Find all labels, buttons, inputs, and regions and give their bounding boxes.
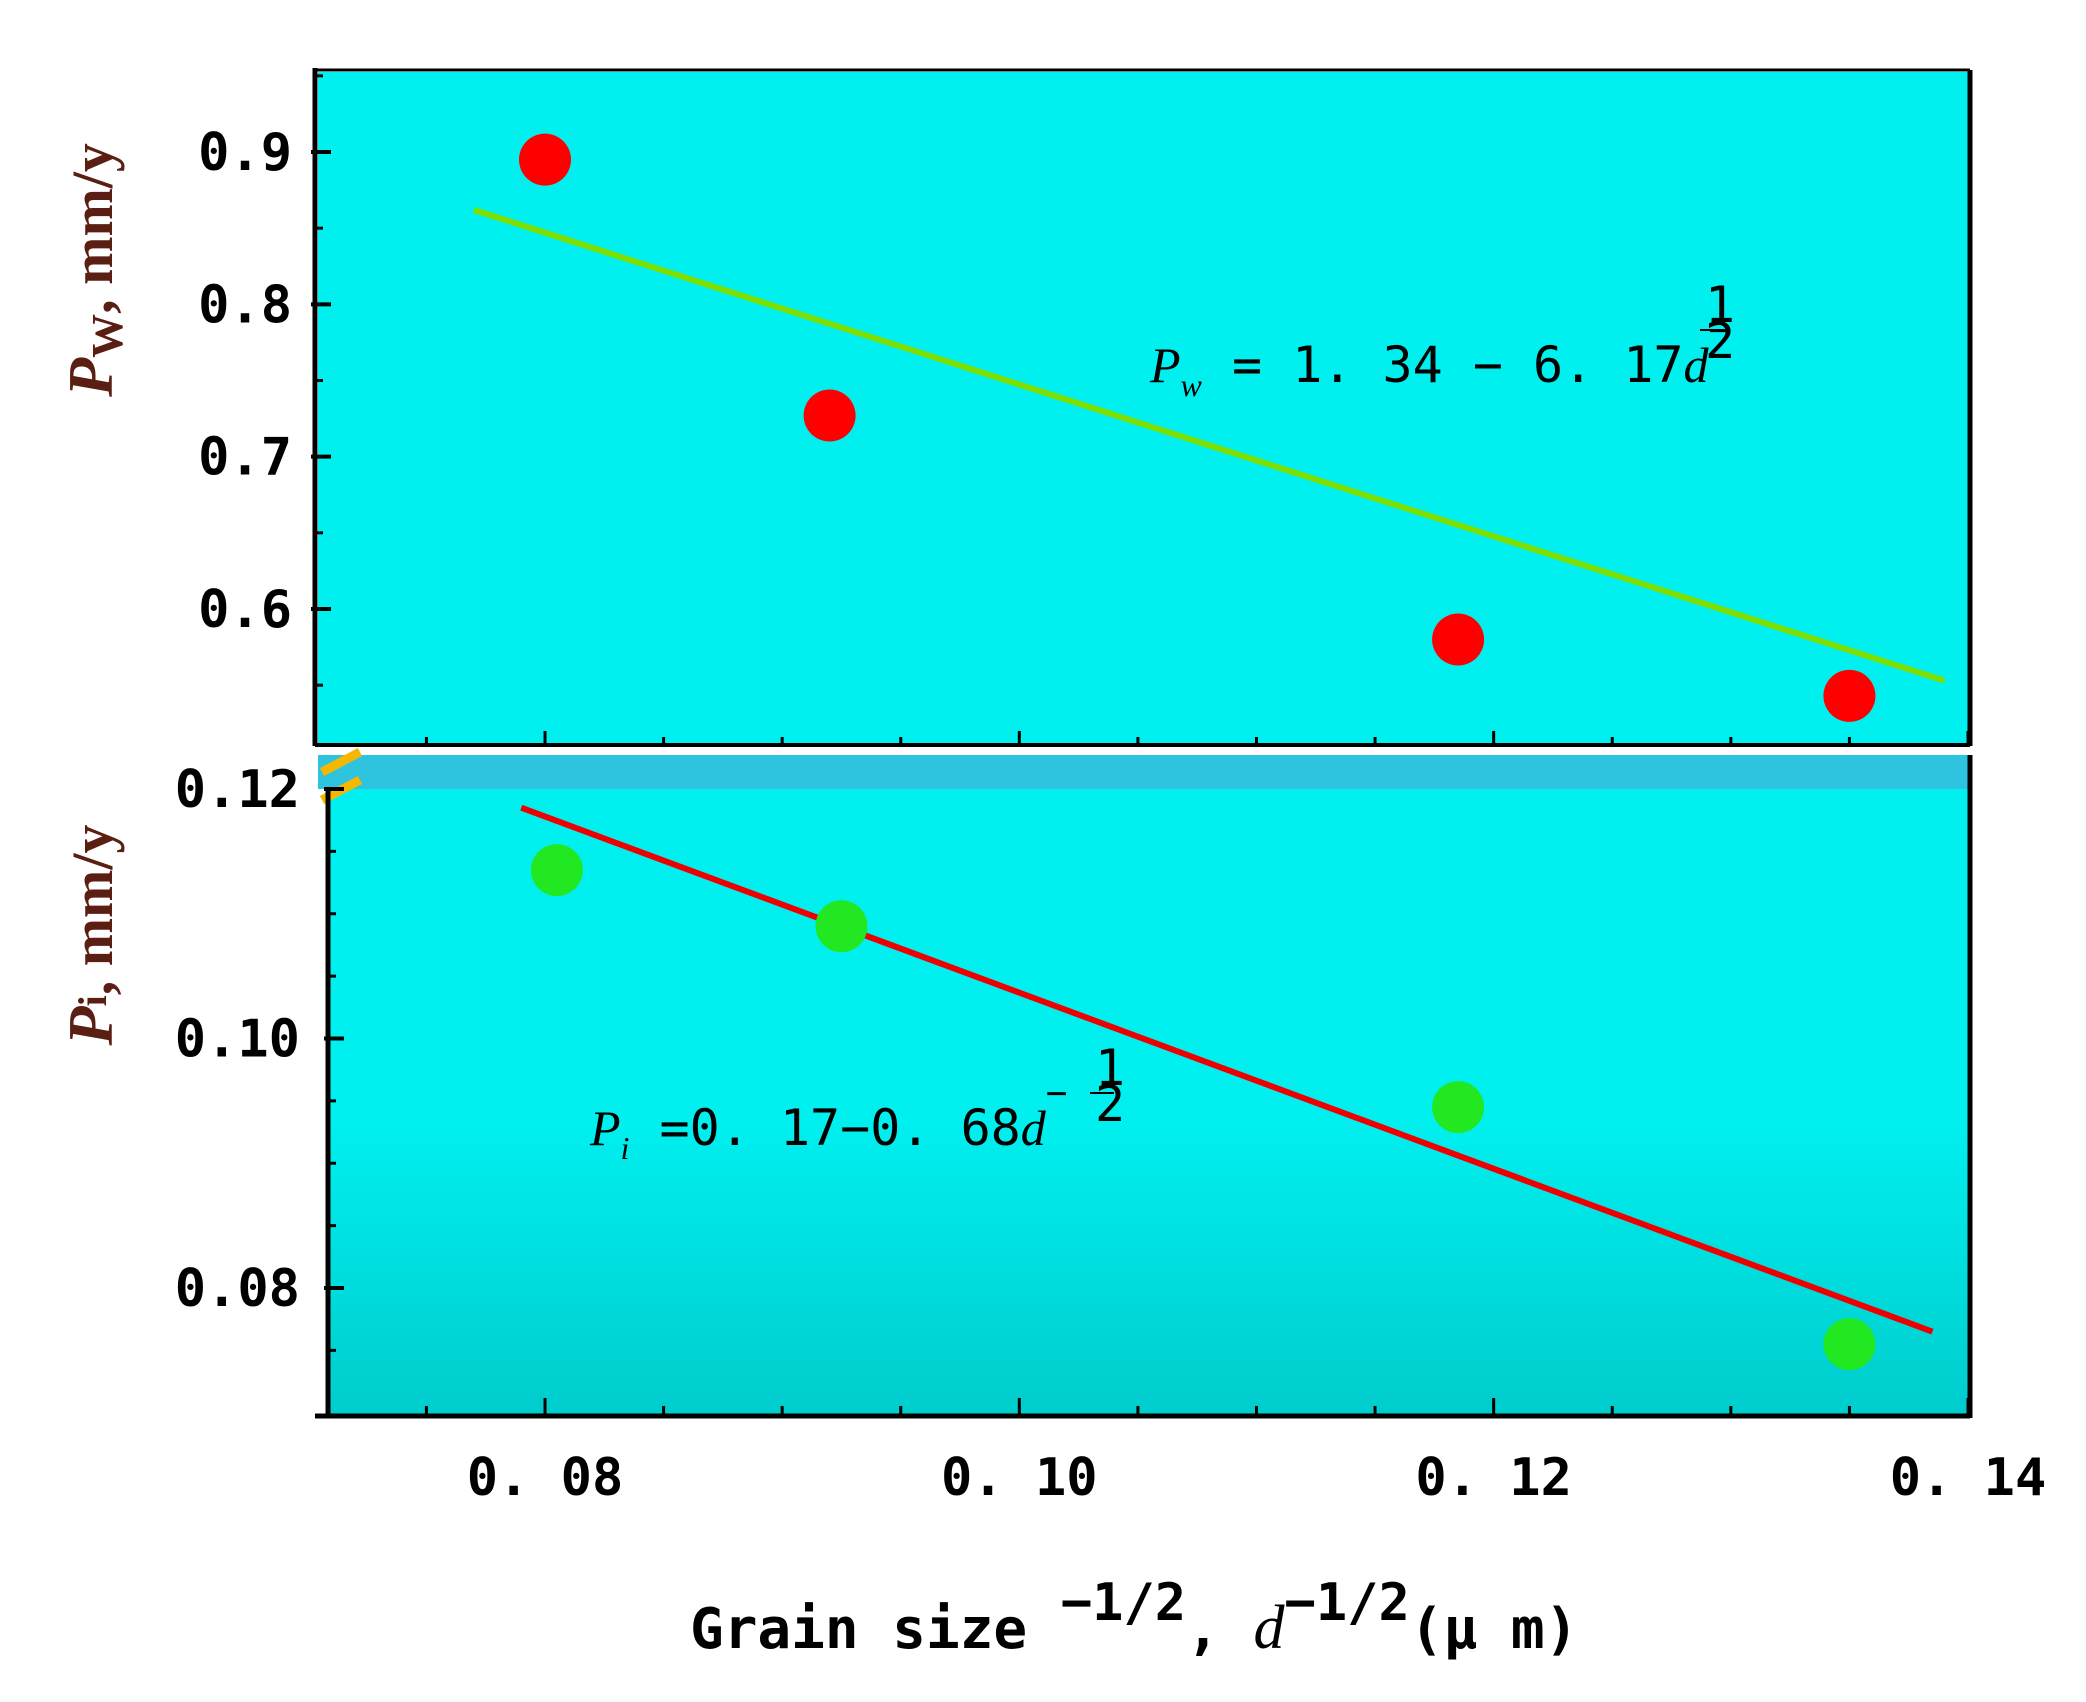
data-point xyxy=(1823,1318,1876,1371)
top-eq-exp-den: 2 xyxy=(1705,312,1735,370)
top-panel: 0.6 0.7 0.8 0.9 Pw = 1. 34 − 6. 17d− 1 2 xyxy=(198,72,1968,744)
y-tick-label: 0.8 xyxy=(198,275,292,335)
bottom-data-points xyxy=(530,844,1876,1371)
bottom-eq-exp-num: 1 xyxy=(1095,1039,1125,1097)
bottom-panel: 0.08 0.10 0.12 Pi =0. 17−0. 68d− 1 2 xyxy=(175,748,1968,1415)
axis-break-band xyxy=(318,755,1968,789)
data-point xyxy=(530,844,583,897)
data-point xyxy=(519,133,571,186)
data-point xyxy=(1432,1081,1485,1134)
axis-break-stroke xyxy=(319,748,363,776)
data-point xyxy=(1823,669,1876,722)
bottom-fit-equation: Pi =0. 17−0. 68d− xyxy=(589,1073,1067,1166)
x-tick-label: 0. 12 xyxy=(1415,1448,1572,1508)
bottom-y-axis-label: Pi, mm/y xyxy=(55,825,126,1047)
y-tick-label: 0.12 xyxy=(175,760,300,820)
top-plot-area xyxy=(318,72,1968,744)
bottom-y-ticks: 0.08 0.10 0.12 xyxy=(175,760,344,1352)
x-tick-label: 0. 10 xyxy=(941,1448,1098,1508)
fit-line xyxy=(472,207,1946,684)
x-tick-label: 0. 08 xyxy=(467,1448,624,1508)
top-y-axis-label: PW, mm/y xyxy=(55,143,132,398)
y-tick-label: 0.10 xyxy=(175,1010,300,1070)
top-fit-line-group xyxy=(472,207,1946,684)
x-tick-label: 0. 14 xyxy=(1890,1448,2047,1508)
data-point xyxy=(815,900,868,953)
x-axis-ticks: 0. 08 0. 10 0. 12 0. 14 xyxy=(424,731,2047,1508)
top-data-points xyxy=(519,133,1876,722)
top-y-ticks: 0.6 0.7 0.8 0.9 xyxy=(198,74,331,687)
bottom-fit-line-group xyxy=(520,804,1934,1335)
axes-frame xyxy=(312,68,1973,1419)
y-tick-label: 0.7 xyxy=(198,428,292,488)
x-axis-label: Grain size −1/2, d−1/2(μ m) xyxy=(690,1573,1578,1662)
fit-line xyxy=(520,804,1934,1335)
data-point xyxy=(803,389,856,442)
y-tick-label: 0.08 xyxy=(175,1259,300,1319)
y-tick-label: 0.6 xyxy=(198,580,292,640)
bottom-eq-exp-den: 2 xyxy=(1095,1075,1125,1133)
y-tick-label: 0.9 xyxy=(198,123,292,183)
top-fit-equation: Pw = 1. 34 − 6. 17d− xyxy=(1149,310,1730,403)
data-point xyxy=(1432,613,1485,666)
top-eq-exp-num: 1 xyxy=(1705,276,1735,334)
bottom-plot-area xyxy=(330,755,1968,1415)
